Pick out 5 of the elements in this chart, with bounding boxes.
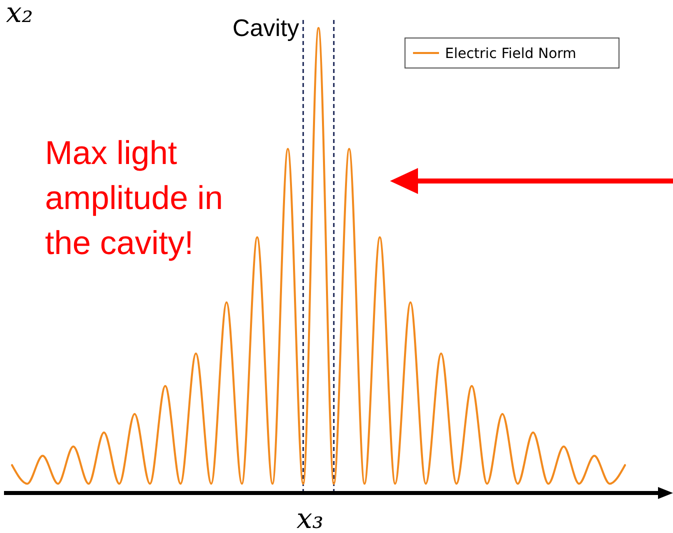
x-axis-title: x₃ [296, 502, 324, 533]
annotation: Cavity [232, 15, 300, 42]
annotation: Max light amplitude in the cavity! [45, 134, 223, 261]
legend-label: Electric Field Norm [445, 46, 576, 62]
y-axis-title: x₂ [6, 0, 34, 29]
